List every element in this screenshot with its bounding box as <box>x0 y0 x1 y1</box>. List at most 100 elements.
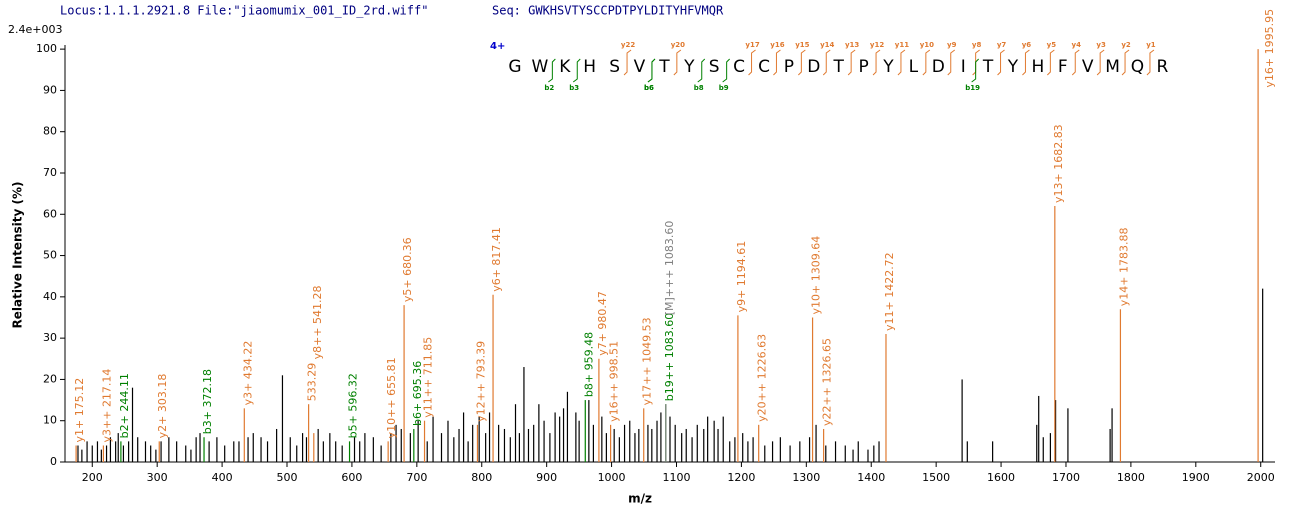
residue: H <box>583 57 596 77</box>
peak-label: 533.29 <box>306 363 319 402</box>
y-ion-bracket <box>1022 49 1030 76</box>
y-ion-bracket <box>947 49 956 76</box>
residue: T <box>833 57 845 77</box>
peak-label: [M]+++ 1083.60 <box>663 221 676 316</box>
b-ion-label: b19 <box>965 84 980 92</box>
peak-label: y7+ 980.47 <box>596 291 609 356</box>
scale-label: 2.4e+003 <box>8 23 62 36</box>
b-ion-bracket <box>548 58 556 83</box>
y-ion-bracket <box>1046 49 1055 76</box>
x-tick-label: 1100 <box>662 471 690 484</box>
y-tick-label: 70 <box>43 166 57 179</box>
y-ion-bracket <box>673 49 682 76</box>
peak-label: y13+ 1682.83 <box>1052 124 1065 203</box>
x-tick-label: 1900 <box>1182 471 1210 484</box>
residue: V <box>634 57 646 77</box>
peak-label: b8+ 959.48 <box>582 332 595 397</box>
x-tick-label: 1200 <box>727 471 755 484</box>
x-tick-label: 1800 <box>1117 471 1145 484</box>
y-tick-label: 20 <box>43 372 57 385</box>
y-tick-label: 90 <box>43 83 57 96</box>
x-axis-label: m/z <box>628 492 652 506</box>
peak-label: y12++ 793.39 <box>474 341 487 422</box>
residue: H <box>1032 57 1045 77</box>
residue: F <box>1058 57 1068 77</box>
residue: C <box>733 57 745 77</box>
y-ion-label: y22 <box>621 41 635 49</box>
peak-label: y16+ 1995.95 <box>1263 9 1276 88</box>
x-tick-label: 1000 <box>598 471 626 484</box>
x-tick-label: 1700 <box>1052 471 1080 484</box>
y-ion-label: y11 <box>895 41 909 49</box>
y-tick-label: 30 <box>43 331 57 344</box>
y-ion-bracket <box>847 49 856 76</box>
peak-label: y5+ 680.36 <box>401 237 414 302</box>
residue: P <box>858 57 868 77</box>
peak-label: y14+ 1783.88 <box>1117 228 1130 307</box>
sequence: Seq: GWKHSVTYSCCPDTPYLDITYHFVMQR <box>492 4 724 18</box>
peak-label: y10++ 655.81 <box>385 357 398 438</box>
residue: S <box>709 57 720 77</box>
y-axis-label: Relative Intensity (%) <box>11 182 25 329</box>
y-tick-label: 80 <box>43 125 57 138</box>
y-tick-label: 10 <box>43 414 57 427</box>
y-tick-label: 50 <box>43 249 57 262</box>
peak-label: y10+ 1309.64 <box>810 236 823 315</box>
residue: P <box>784 57 794 77</box>
y-ion-bracket <box>1121 49 1130 76</box>
residue: C <box>758 57 770 77</box>
x-tick-label: 200 <box>82 471 103 484</box>
residue: K <box>559 57 571 77</box>
y-tick-label: 60 <box>43 207 57 220</box>
y-ion-label: y17 <box>745 41 759 49</box>
x-tick-label: 600 <box>341 471 362 484</box>
peak-label: y16++ 998.51 <box>608 341 621 422</box>
x-tick-label: 1300 <box>792 471 820 484</box>
y-tick-label: 40 <box>43 290 57 303</box>
y-ion-label: y10 <box>920 41 934 49</box>
peak-label: b19++ 1083.60 <box>663 313 676 401</box>
y-ion-label: y15 <box>795 41 809 49</box>
residue: L <box>909 57 919 77</box>
y-ion-label: y8 <box>972 41 982 49</box>
residue: Y <box>683 57 695 77</box>
x-tick-label: 1600 <box>987 471 1015 484</box>
peak-label: y11++ 711.85 <box>422 337 435 418</box>
y-ion-label: y4 <box>1072 41 1082 49</box>
b-ion-label: b9 <box>719 84 729 92</box>
y-ion-bracket <box>1096 49 1105 76</box>
b-ion-bracket <box>971 58 980 83</box>
charge: 4+ <box>490 41 505 52</box>
residue: S <box>609 57 620 77</box>
y-ion-label: y14 <box>820 41 834 49</box>
y-ion-bracket <box>1146 49 1155 76</box>
y-ion-label: y5 <box>1047 41 1057 49</box>
peak-label: y22++ 1326.65 <box>821 338 834 426</box>
residue: Y <box>882 57 894 77</box>
peak-label: y20++ 1226.63 <box>756 334 769 422</box>
y-ion-bracket <box>872 49 881 76</box>
y-ion-bracket <box>797 49 806 76</box>
peak-label: b2+ 244.11 <box>118 373 131 438</box>
y-ion-bracket <box>822 49 831 76</box>
y-ion-bracket <box>897 49 906 76</box>
y-ion-label: y13 <box>845 41 859 49</box>
x-tick-label: 1500 <box>922 471 950 484</box>
b-ion-label: b6 <box>644 84 654 92</box>
residue: Q <box>1131 57 1144 77</box>
x-tick-label: 400 <box>212 471 233 484</box>
residue: T <box>982 57 994 77</box>
peak-label: y9+ 1194.61 <box>735 241 748 313</box>
y-ion-label: y6 <box>1022 41 1032 49</box>
y-ion-label: y7 <box>997 41 1007 49</box>
y-tick-label: 0 <box>50 455 57 468</box>
residue: G <box>508 57 521 77</box>
b-ion-bracket <box>572 58 581 83</box>
y-ion-label: y3 <box>1096 41 1106 49</box>
peak-label: y1+ 175.12 <box>73 378 86 443</box>
locus: Locus:1.1.1.2921.8 File:"jiaomumix_001_I… <box>60 4 428 18</box>
peak-label: y8++ 541.28 <box>311 285 324 359</box>
x-tick-label: 800 <box>471 471 492 484</box>
y-ion-label: y2 <box>1121 41 1131 49</box>
